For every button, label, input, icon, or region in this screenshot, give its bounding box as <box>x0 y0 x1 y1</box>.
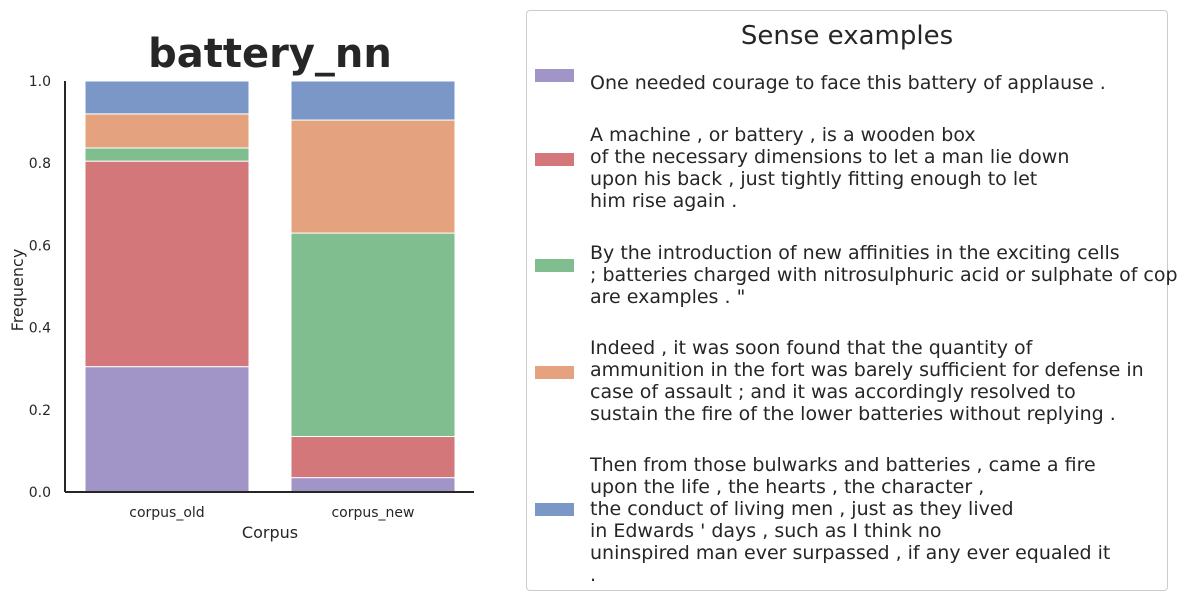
legend-swatch <box>535 259 574 272</box>
y-tick-label: 0.2 <box>29 403 51 419</box>
y-tick-label: 0.0 <box>29 485 51 501</box>
bar-segment-corpus_old-sense-2 <box>84 160 250 368</box>
legend-swatch <box>535 366 574 379</box>
bar-segment-corpus_old-sense-4 <box>84 113 250 149</box>
bar-segment-corpus_old-sense-3 <box>84 147 250 162</box>
y-tick-label: 0.8 <box>29 156 51 172</box>
legend-swatch <box>535 153 574 166</box>
bar-segment-corpus_old-sense-1 <box>84 366 250 493</box>
legend: Sense examples One needed courage to fac… <box>526 10 1179 591</box>
legend-swatch <box>535 503 574 516</box>
bar-segment-corpus_old-sense-5 <box>84 80 250 115</box>
legend-entry-text: One needed courage to face this battery … <box>590 72 1106 94</box>
legend-entry-text: Then from those bulwarks and batteries ,… <box>590 454 1111 586</box>
y-tick-label: 0.4 <box>29 321 51 337</box>
legend-swatch <box>535 69 574 82</box>
bar-segment-corpus_new-sense-5 <box>290 80 456 121</box>
x-axis-label: Corpus <box>242 523 298 542</box>
legend-entry-text: By the introduction of new affinities in… <box>590 242 1179 308</box>
x-tick-label: corpus_new <box>331 505 414 521</box>
bar-segment-corpus_new-sense-3 <box>290 232 456 438</box>
legend-title: Sense examples <box>740 21 954 51</box>
stacked-bar-chart: battery_nn corpus_old corpus_new 0.0 0.2 0.4… <box>8 31 474 542</box>
y-axis-label: Frequency <box>8 249 27 332</box>
chart-title: battery_nn <box>148 31 392 77</box>
x-tick-label: corpus_old <box>129 505 204 521</box>
legend-entry-text: Indeed , it was soon found that the quan… <box>590 337 1144 425</box>
y-tick-label: 1.0 <box>29 74 51 90</box>
bar-segment-corpus_new-sense-4 <box>290 119 456 234</box>
legend-entry-text: A machine , or battery , is a wooden box… <box>590 124 1070 212</box>
y-tick-label: 0.6 <box>29 238 51 254</box>
bar-segment-corpus_new-sense-1 <box>290 477 456 493</box>
bar-segment-corpus_new-sense-2 <box>290 436 456 479</box>
